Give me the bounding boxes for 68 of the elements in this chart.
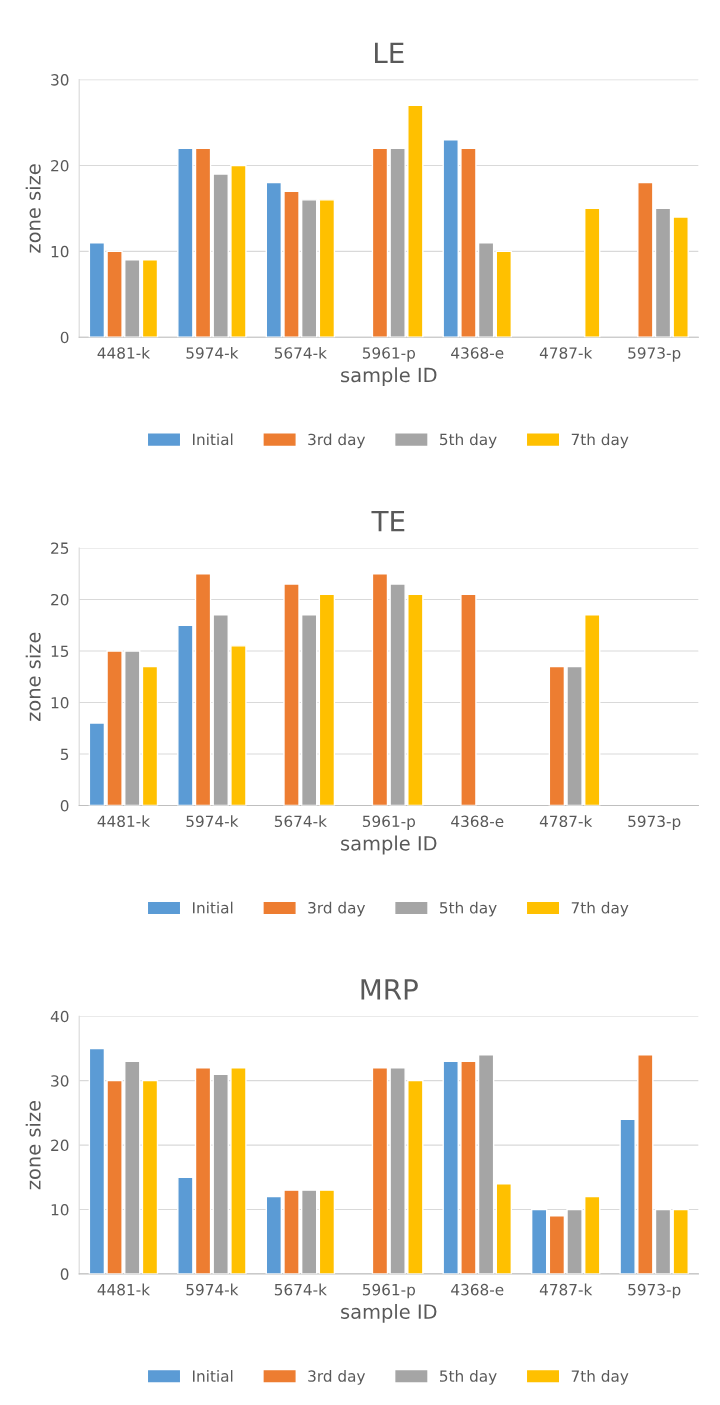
- legend-label: 7th day: [571, 433, 629, 449]
- bar: [460, 593, 477, 806]
- y-tick-label: 0: [60, 800, 69, 812]
- y-tick-label: 0: [60, 1268, 69, 1280]
- legend-label: 5th day: [440, 901, 497, 917]
- bar: [141, 259, 159, 338]
- x-tick-label: 4787-k: [539, 815, 593, 828]
- y-tick-label: 10: [51, 245, 69, 258]
- legend-label: 3rd day: [308, 433, 366, 449]
- x-tick-label: 4481-k: [97, 1283, 151, 1296]
- x-tick-label: 5973-p: [628, 815, 681, 831]
- bar: [584, 207, 601, 338]
- x-tick-label: 4368-e: [451, 815, 504, 828]
- x-axis-title: sample ID: [341, 367, 437, 387]
- chart-title: LE: [375, 42, 404, 63]
- y-axis-title: zone size: [25, 632, 41, 722]
- legend-label: 3rd day: [308, 1370, 366, 1385]
- y-tick-label: 10: [51, 696, 69, 709]
- x-tick-label: 5674-k: [274, 1283, 327, 1296]
- bar: [141, 665, 159, 806]
- x-tick-label: 5973-p: [628, 1283, 681, 1299]
- y-tick-label: 20: [51, 593, 69, 606]
- legend-label: Initial: [193, 433, 233, 446]
- y-tick-label: 15: [51, 645, 69, 657]
- y-tick-label: 30: [51, 74, 69, 86]
- legend-label: 7th day: [571, 901, 629, 917]
- y-tick-label: 30: [51, 1075, 69, 1087]
- bar: [318, 593, 336, 806]
- x-tick-label: 5961-p: [362, 347, 416, 362]
- bar: [495, 1183, 513, 1274]
- x-tick-label: 4481-k: [97, 815, 151, 828]
- legend-label: 3rd day: [308, 901, 366, 917]
- legend-label: Initial: [193, 1370, 233, 1382]
- y-tick-label: 5: [60, 748, 69, 761]
- bar: [141, 1079, 159, 1274]
- bar: [318, 1189, 336, 1274]
- x-axis-title: sample ID: [341, 1303, 437, 1323]
- y-axis-title: zone size: [25, 164, 41, 253]
- x-tick-label: 4368-e: [451, 1283, 504, 1296]
- y-tick-label: 0: [60, 331, 69, 344]
- legend-label: Initial: [193, 901, 233, 914]
- x-tick-label: 5974-k: [186, 815, 239, 828]
- legend-label: 5th day: [440, 1370, 497, 1385]
- x-tick-label: 4368-e: [451, 347, 504, 359]
- chart-title: TE: [371, 511, 405, 532]
- x-tick-label: 4481-k: [97, 346, 151, 359]
- y-tick-label: 40: [50, 1010, 69, 1023]
- x-axis-title: sample ID: [341, 835, 437, 855]
- y-tick-label: 25: [51, 542, 69, 554]
- x-tick-label: 5974-k: [186, 346, 239, 359]
- legend-label: 5th day: [440, 433, 497, 449]
- x-tick-label: 5961-p: [362, 1283, 416, 1299]
- chart-title: MRP: [361, 979, 418, 1000]
- x-tick-label: 5674-k: [274, 346, 327, 359]
- bar: [318, 199, 336, 338]
- legend-label: 7th day: [571, 1370, 629, 1385]
- y-tick-label: 20: [51, 1139, 69, 1152]
- bar: [530, 1208, 548, 1274]
- y-tick-label: 20: [51, 159, 69, 172]
- x-tick-label: 4787-k: [539, 1283, 593, 1296]
- bar: [495, 250, 513, 338]
- y-axis-title: zone size: [25, 1100, 41, 1190]
- x-tick-label: 5974-k: [186, 1283, 239, 1296]
- x-tick-label: 5973-p: [628, 347, 681, 362]
- y-tick-label: 10: [51, 1203, 69, 1216]
- x-tick-label: 5674-k: [274, 815, 327, 828]
- x-tick-label: 5961-p: [362, 815, 416, 831]
- x-tick-label: 4787-k: [539, 346, 593, 359]
